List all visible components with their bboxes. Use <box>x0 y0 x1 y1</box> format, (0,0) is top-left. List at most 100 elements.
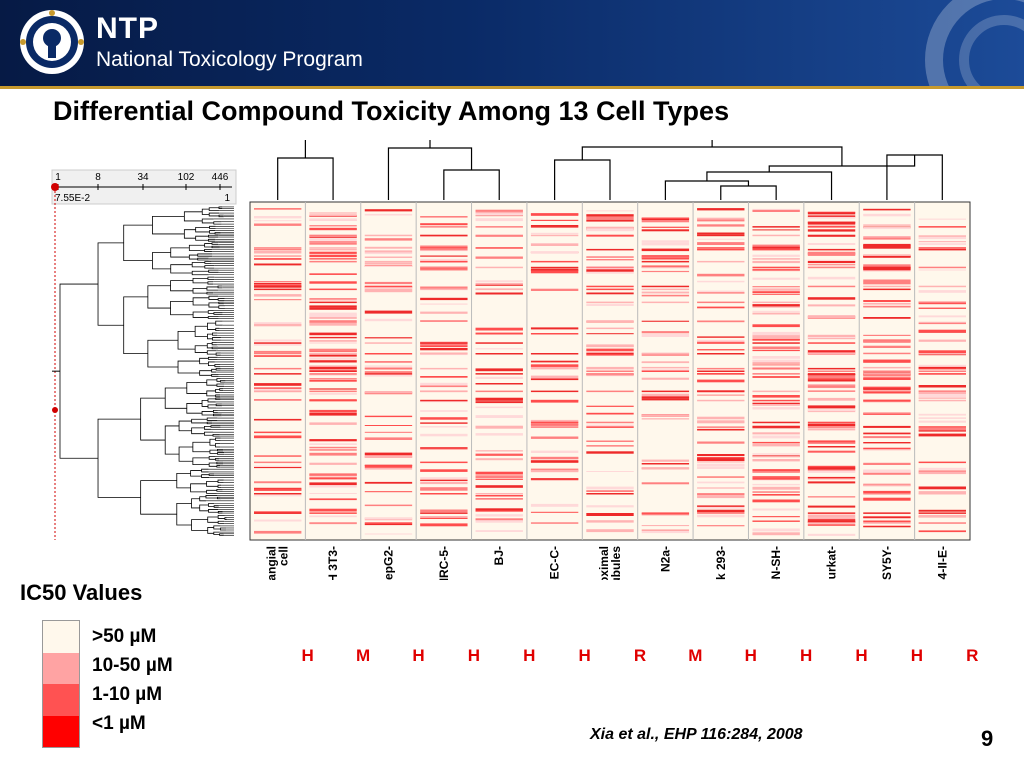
legend-label: <1 µM <box>92 713 146 734</box>
heatmap-cell <box>697 242 745 245</box>
cell-class-letter: H <box>744 646 757 665</box>
dendrogram-branch <box>208 234 219 238</box>
scale-tick-label: 34 <box>137 172 149 183</box>
heatmap-cell <box>697 466 745 469</box>
heatmap-cell <box>697 441 745 444</box>
heatmap-cell <box>641 467 690 470</box>
heatmap-cell <box>807 481 856 484</box>
heatmap-cell <box>475 514 523 517</box>
heatmap-cell <box>697 399 745 402</box>
heatmap-cell <box>918 285 966 288</box>
heatmap-cell <box>530 225 579 227</box>
heatmap-cell <box>863 491 911 494</box>
dendrogram-branch <box>207 276 215 280</box>
dendrogram-branch <box>215 368 221 371</box>
heatmap-cell <box>752 444 800 447</box>
heatmap-cell <box>420 422 468 424</box>
heatmap-cell <box>752 362 800 364</box>
legend-color-box <box>42 620 80 748</box>
heatmap-cell <box>641 255 690 257</box>
heatmap-cell <box>807 519 856 521</box>
heatmap-cell <box>752 364 800 366</box>
heatmap-cell <box>863 300 911 302</box>
heatmap-cell <box>420 493 468 495</box>
heatmap-cell <box>807 426 856 428</box>
heatmap-cell <box>420 479 468 481</box>
heatmap-cell <box>254 387 302 389</box>
heatmap-cell <box>309 357 357 360</box>
heatmap-cell <box>364 234 413 237</box>
heatmap-cell <box>364 415 413 418</box>
dendrogram-branch <box>208 212 220 217</box>
dendrogram-branch <box>152 252 171 270</box>
heatmap-cell <box>918 514 966 518</box>
dendrogram-branch <box>177 360 200 374</box>
heatmap-cell <box>863 227 911 230</box>
heatmap-cell <box>254 495 302 497</box>
heatmap-cell <box>863 377 911 380</box>
heatmap-cell <box>309 462 357 465</box>
heatmap-cell <box>697 394 745 396</box>
heatmap-cell <box>254 255 302 257</box>
heatmap-cell <box>697 507 745 509</box>
heatmap-cell <box>641 529 690 531</box>
heatmap-cell <box>807 428 856 431</box>
heatmap-cell <box>863 386 911 390</box>
heatmap-cell <box>254 263 302 266</box>
heatmap-cell <box>475 510 523 512</box>
dendrogram-branch <box>186 403 203 414</box>
heatmap-cell <box>752 288 800 291</box>
heatmap-cell <box>752 268 800 271</box>
dendrogram-branch <box>213 531 220 535</box>
heatmap-cell <box>254 216 302 219</box>
heatmap-cell <box>364 452 413 456</box>
heatmap-cell <box>641 240 690 243</box>
heatmap-cell <box>641 482 690 485</box>
dendrogram-branch <box>208 295 219 300</box>
heatmap-cell <box>420 448 468 450</box>
heatmap-cell <box>752 254 800 257</box>
heatmap-cell <box>530 268 579 271</box>
heatmap-cell <box>364 491 413 493</box>
dendrogram-branch <box>207 333 213 340</box>
column-dendrogram <box>277 140 943 200</box>
heatmap-cell <box>863 213 911 215</box>
heatmap-cell <box>697 301 745 304</box>
dendrogram-branch <box>192 311 209 318</box>
heatmap-cell <box>309 388 357 390</box>
heatmap-cell <box>475 376 523 379</box>
heatmap-cell <box>586 373 634 375</box>
heatmap-cell <box>641 334 690 337</box>
heatmap-cell <box>807 470 856 473</box>
heatmap-cell <box>752 499 800 503</box>
dendrogram-branch <box>178 420 192 432</box>
dendrogram-branch <box>213 312 223 315</box>
heatmap-cell <box>586 292 634 295</box>
cell-type-label-line: MRC-5- <box>437 546 451 580</box>
heatmap-cell <box>309 314 357 316</box>
heatmap-cell <box>863 245 911 248</box>
heatmap-cell <box>309 251 357 254</box>
heatmap-cell <box>254 373 302 375</box>
heatmap-cell <box>918 390 966 392</box>
heatmap-cell <box>641 398 690 401</box>
heatmap-cell <box>863 288 911 291</box>
heatmap-cell <box>807 451 856 453</box>
heatmap-cell <box>641 257 690 260</box>
heatmap-cell <box>918 522 966 524</box>
dendrogram-branch <box>215 458 219 461</box>
dendrogram-branch <box>215 397 221 401</box>
dendrogram-branch <box>218 301 224 305</box>
scale-slider-handle[interactable] <box>51 183 59 191</box>
heatmap-cell <box>586 288 634 291</box>
heatmap-cell <box>918 364 966 367</box>
heatmap-cell <box>309 366 357 369</box>
heatmap-cell <box>863 243 911 246</box>
dendrogram-branch <box>206 489 217 494</box>
heatmap-cell <box>863 366 911 369</box>
heatmap-cell <box>752 306 800 308</box>
heatmap-cell <box>475 453 523 455</box>
dendrogram-branch <box>210 425 221 428</box>
heatmap-cell <box>863 317 911 319</box>
cell-type-label: H-4-II-E- <box>935 546 949 580</box>
